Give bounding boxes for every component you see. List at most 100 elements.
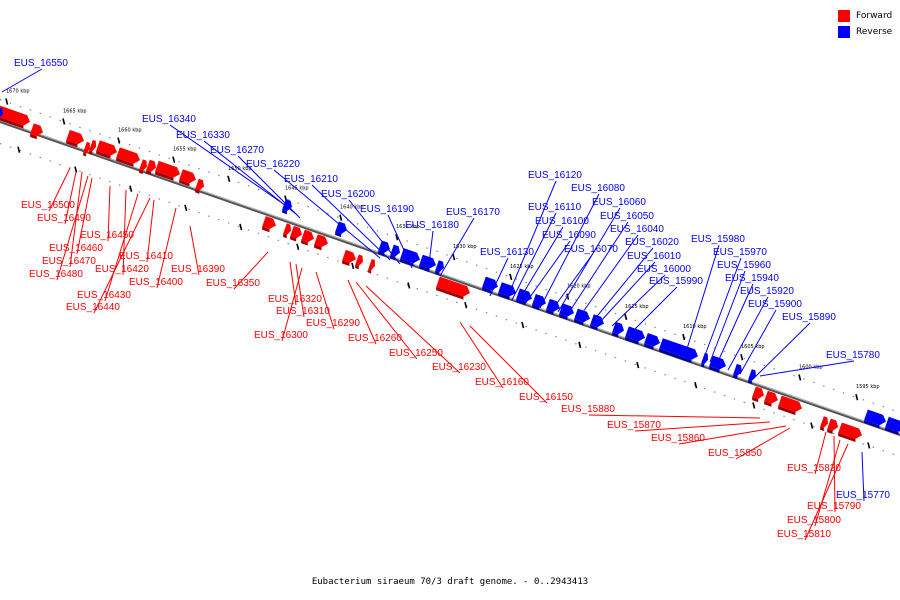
forward-gene-label: EUS_15790 — [807, 501, 861, 512]
forward-leader-line — [814, 431, 827, 475]
forward-gene — [436, 276, 470, 300]
tick-label: 1665 kbp — [63, 108, 87, 114]
reverse-leader-line — [439, 217, 475, 277]
forward-gene-label: EUS_16350 — [206, 278, 260, 289]
genome-caption: Eubacterium siraeum 70/3 draft genome. -… — [311, 577, 589, 587]
tick-mark — [464, 302, 468, 309]
reverse-gene-label: EUS_15780 — [826, 350, 880, 361]
reverse-leader-line — [703, 257, 742, 359]
reverse-gene-label: EUS_16120 — [528, 170, 582, 181]
reverse-leader-line — [759, 360, 855, 377]
reverse-gene — [419, 254, 436, 272]
forward-gene-label: EUS_16490 — [37, 213, 91, 224]
forward-leader-line — [814, 439, 841, 527]
tick-mark — [624, 313, 628, 321]
legend-label-reverse: Reverse — [856, 27, 893, 37]
reverse-gene-label: EUS_16170 — [446, 207, 500, 218]
forward-gene-label: EUS_16400 — [129, 277, 183, 288]
reverse-gene-label: EUS_15990 — [649, 276, 703, 287]
forward-leader-line — [104, 193, 139, 302]
tick-label: 1605 kbp — [741, 344, 765, 350]
tick-mark — [521, 321, 525, 329]
tick-mark — [351, 262, 355, 270]
forward-gene — [827, 418, 839, 435]
forward-leader-line — [355, 281, 418, 360]
forward-gene-label: EUS_16440 — [66, 302, 120, 313]
reverse-gene-label: EUS_16020 — [625, 237, 679, 248]
reverse-leader-line — [709, 270, 746, 363]
forward-gene-label: EUS_16150 — [519, 392, 573, 403]
reverse-gene-label: EUS_16190 — [360, 204, 414, 215]
forward-leader-line — [48, 167, 71, 212]
reverse-gene — [435, 260, 445, 276]
forward-gene-label: EUS_16390 — [171, 264, 225, 275]
reverse-leader-line — [507, 180, 557, 297]
tick-mark — [694, 382, 698, 389]
tick-label: 1620 kbp — [567, 284, 591, 290]
forward-gene — [179, 169, 196, 187]
reverse-gene — [498, 282, 516, 300]
legend-label-forward: Forward — [856, 11, 893, 21]
forward-gene — [30, 123, 43, 140]
forward-leader-line — [459, 321, 504, 389]
reverse-gene-label: EUS_16340 — [142, 114, 196, 125]
forward-gene-label: EUS_16160 — [475, 377, 529, 388]
forward-gene-label: EUS_15880 — [561, 404, 615, 415]
forward-gene — [139, 159, 148, 175]
reverse-leader-line — [551, 254, 593, 311]
legend-item-reverse: Reverse — [838, 24, 898, 40]
reverse-leader-line — [1, 68, 43, 93]
forward-leader-line — [469, 325, 548, 404]
forward-leader-line — [93, 197, 151, 314]
forward-gene-label: EUS_16260 — [348, 333, 402, 344]
reverse-swatch — [838, 26, 850, 38]
reverse-gene — [546, 298, 561, 315]
tick-mark — [452, 253, 456, 261]
forward-gene — [778, 395, 802, 416]
reverse-gene-label: EUS_16550 — [14, 58, 68, 69]
reverse-leader-line — [311, 184, 391, 261]
forward-leader-line — [365, 285, 461, 374]
reverse-gene-label: EUS_15940 — [725, 273, 779, 284]
forward-leader-line — [189, 225, 200, 276]
forward-gene — [155, 160, 180, 181]
reverse-leader-line — [489, 257, 509, 297]
tick-mark — [682, 333, 686, 341]
forward-leader-line — [588, 414, 761, 419]
legend: Forward Reverse — [838, 8, 898, 40]
tick-mark — [239, 223, 243, 231]
reverse-gene — [885, 416, 900, 435]
tick-mark — [798, 374, 802, 381]
reverse-leader-line — [751, 322, 811, 381]
reverse-leader-line — [273, 169, 381, 259]
tick-label: 1615 kbp — [625, 304, 649, 310]
forward-gene-label: EUS_16250 — [389, 348, 443, 359]
tick-label: 1660 kbp — [118, 128, 142, 134]
reverse-leader-line — [611, 274, 666, 327]
tick-mark — [855, 394, 859, 401]
tick-mark — [184, 204, 188, 212]
forward-gene — [290, 225, 302, 242]
forward-gene-label: EUS_16320 — [268, 294, 322, 305]
forward-gene — [301, 229, 314, 246]
forward-leader-line — [69, 171, 83, 268]
tick-mark — [578, 341, 582, 349]
tick-label: 1655 kbp — [173, 147, 197, 153]
reverse-leader-line — [599, 261, 656, 323]
forward-gene — [838, 422, 862, 443]
forward-gene — [96, 140, 117, 159]
forward-gene-label: EUS_16500 — [21, 200, 75, 211]
reverse-gene — [644, 332, 661, 350]
reverse-gene — [612, 321, 624, 338]
reverse-gene-label: EUS_16010 — [627, 251, 681, 262]
forward-gene — [66, 129, 84, 148]
forward-gene-label: EUS_16420 — [95, 264, 149, 275]
reverse-gene-label: EUS_16080 — [571, 183, 625, 194]
forward-leader-line — [315, 271, 335, 330]
tick-mark — [74, 166, 78, 173]
tick-mark — [172, 156, 176, 163]
reverse-gene-label: EUS_16210 — [284, 174, 338, 185]
reverse-leader-line — [511, 212, 557, 301]
forward-gene-label: EUS_16480 — [29, 269, 83, 280]
reverse-gene-label: EUS_16090 — [542, 230, 596, 241]
